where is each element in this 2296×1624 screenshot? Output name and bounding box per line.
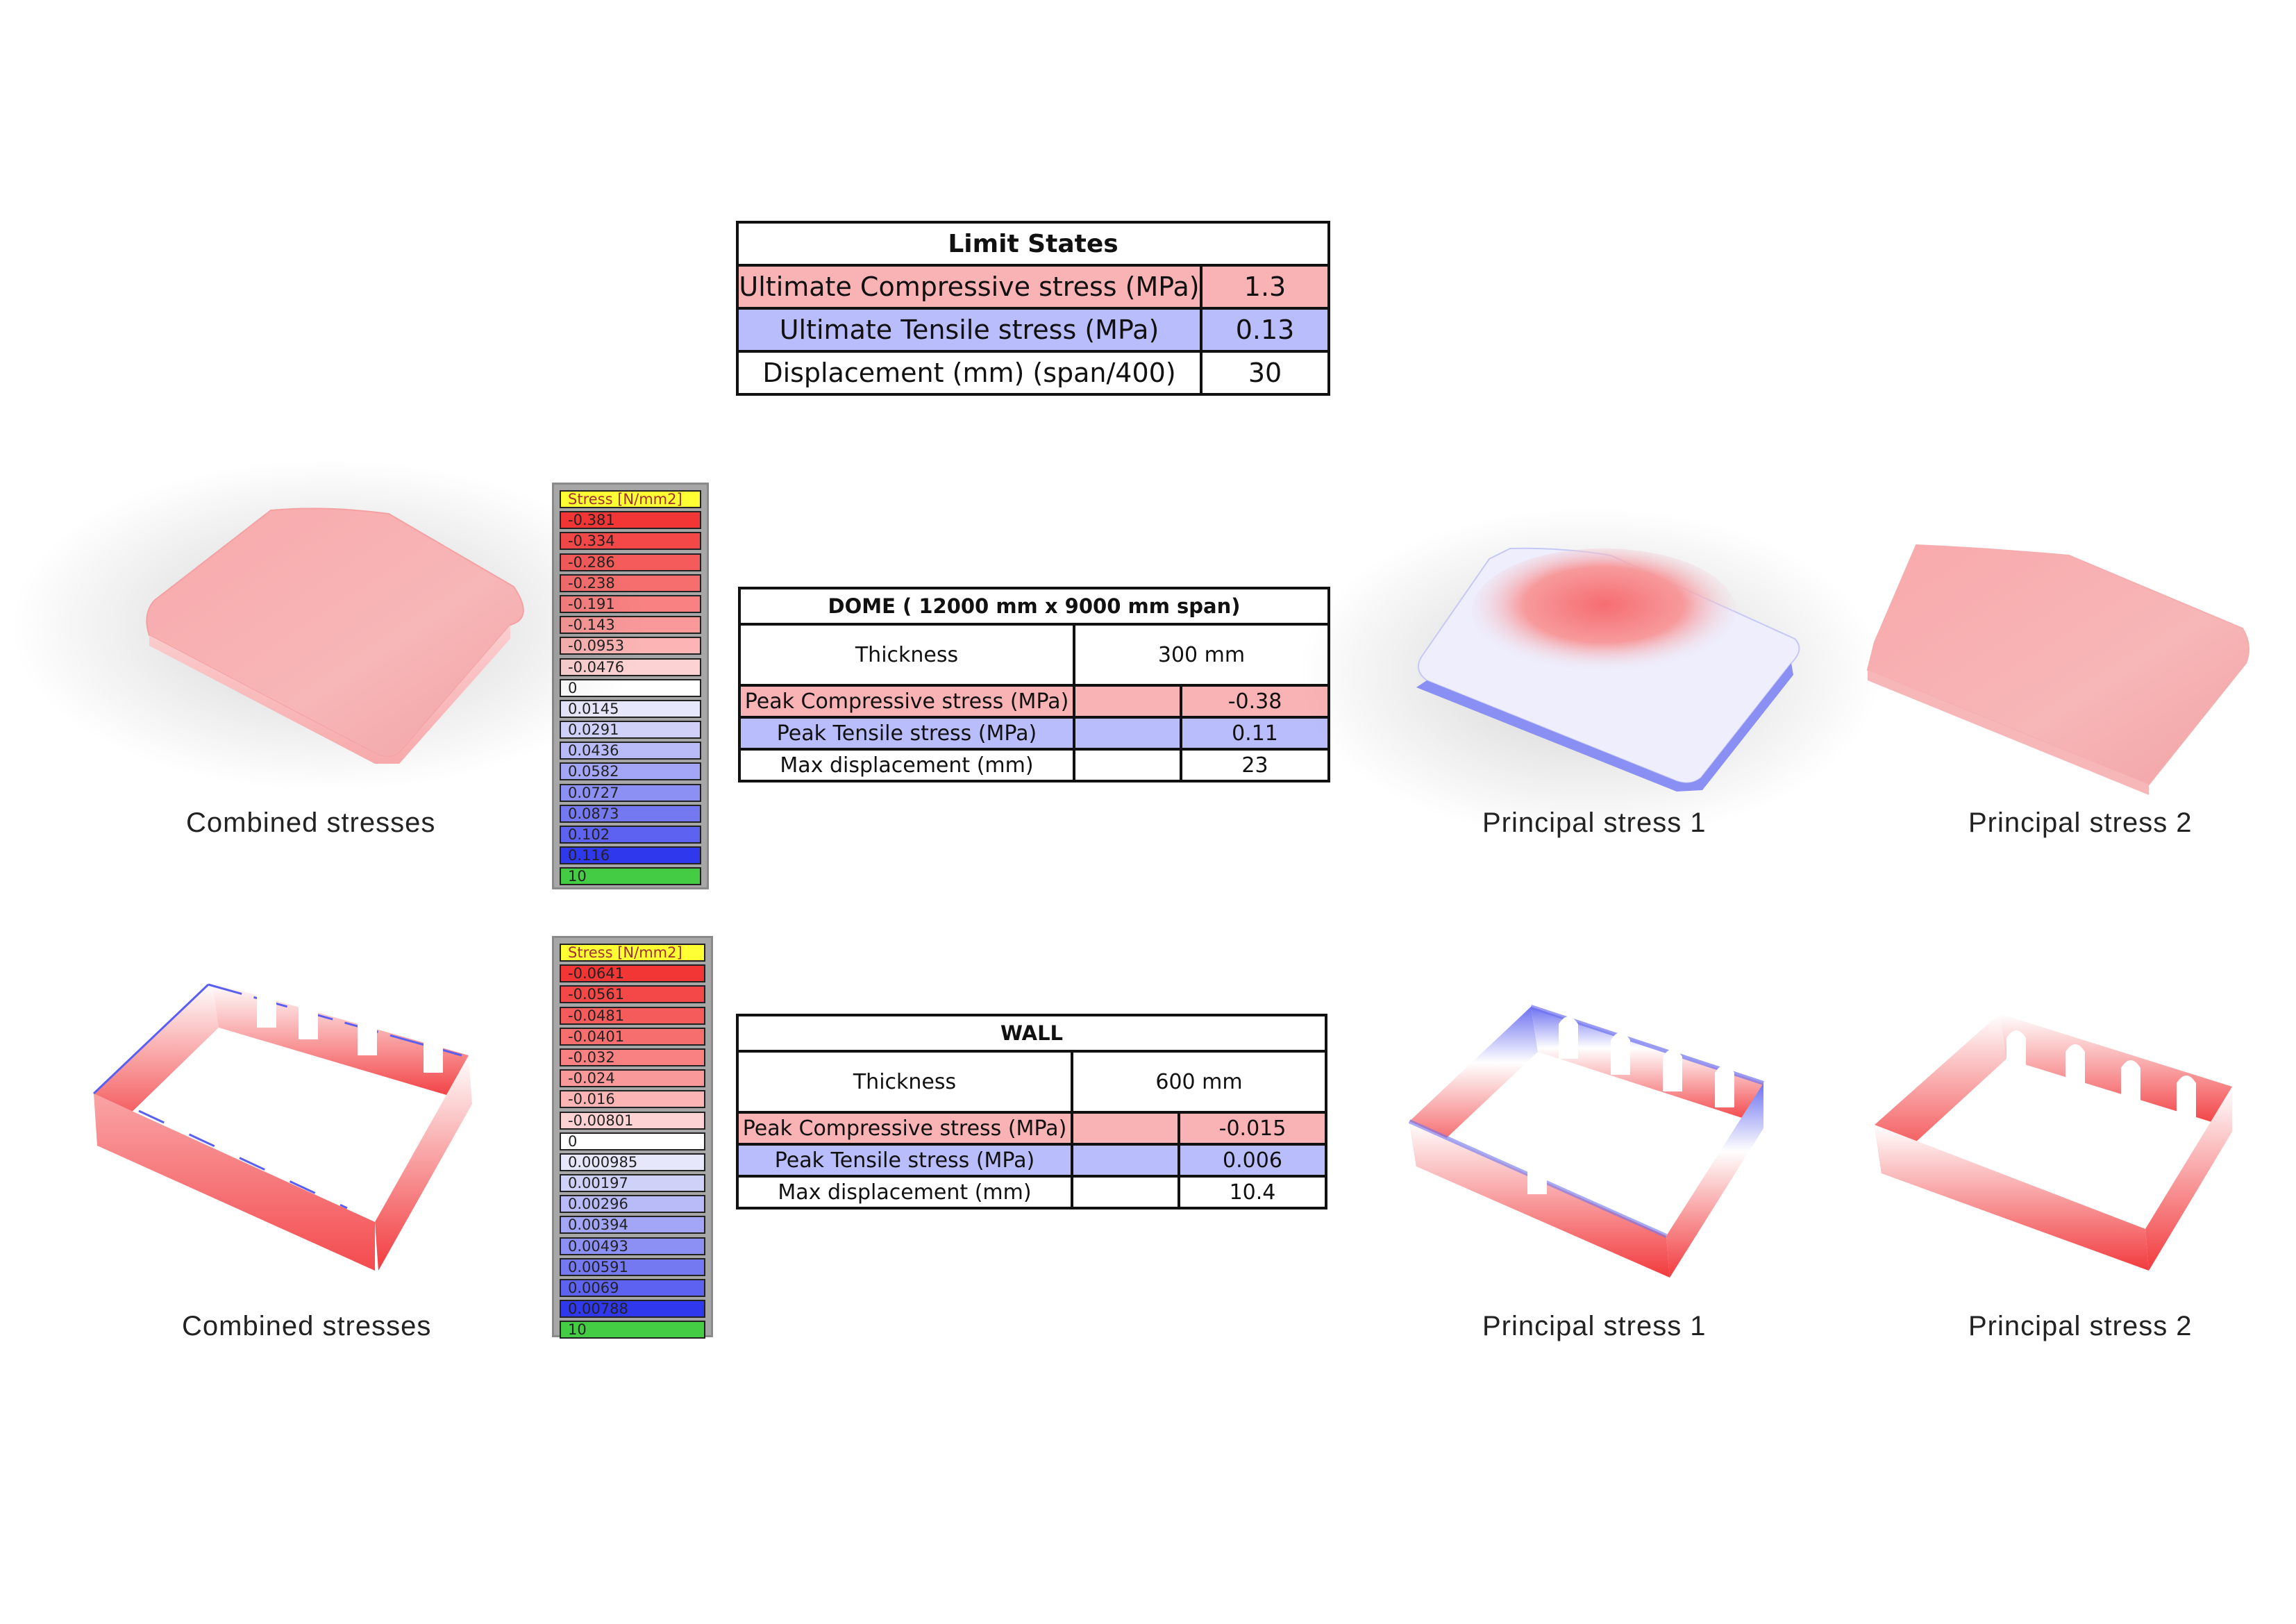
dome-peak-tensile-spacer <box>1073 716 1182 751</box>
dome-results-table: DOME ( 12000 mm x 9000 mm span) Thicknes… <box>738 587 1330 782</box>
wall-legend-cell: 0.00493 <box>560 1237 705 1255</box>
wall-legend-cell: 0.00394 <box>560 1216 705 1234</box>
wall-legend-cell: -0.016 <box>560 1090 705 1109</box>
wall-table-title: WALL <box>736 1014 1327 1053</box>
dome-legend-cell: -0.381 <box>560 511 701 530</box>
wall-peak-tensile-value: 0.006 <box>1178 1143 1327 1178</box>
dome-legend-cell: -0.191 <box>560 594 701 613</box>
dome-principal-1-caption: Principal stress 1 <box>1482 807 1707 838</box>
wall-peak-compressive-value: -0.015 <box>1178 1111 1327 1146</box>
dome-legend-cell: 0.0291 <box>560 721 701 739</box>
dome-principal-1-render <box>1298 507 1882 840</box>
wall-legend-cell: 0.00788 <box>560 1300 705 1319</box>
dome-legend-cell: -0.0953 <box>560 637 701 655</box>
wall-legend-cell: 0.0069 <box>560 1279 705 1297</box>
dome-peak-compressive-spacer <box>1073 684 1182 719</box>
wall-principal-1-caption: Principal stress 1 <box>1482 1311 1707 1341</box>
dome-principal-2-render <box>1866 544 2249 795</box>
dome-legend-cell: 0.0727 <box>560 783 701 802</box>
wall-legend-cell: 0 <box>560 1132 705 1150</box>
limit-states-title: Limit States <box>736 221 1330 267</box>
wall-peak-tensile-label: Peak Tensile stress (MPa) <box>736 1143 1073 1178</box>
ultimate-compressive-value: 1.3 <box>1200 264 1330 310</box>
wall-legend-scale: -0.0641 -0.0561 -0.0481 -0.0401 -0.032 -0.024… <box>560 964 705 1339</box>
dome-thickness-label: Thickness <box>738 623 1075 687</box>
dome-legend-cell: 0.0873 <box>560 804 701 823</box>
wall-legend-cell: -0.032 <box>560 1048 705 1066</box>
wall-legend-cell: 10 <box>560 1321 705 1339</box>
wall-legend-cell: 0.00591 <box>560 1257 705 1276</box>
dome-peak-compressive-value: -0.38 <box>1180 684 1330 719</box>
dome-legend-cell: -0.286 <box>560 553 701 571</box>
ultimate-compressive-label: Ultimate Compressive stress (MPa) <box>736 264 1203 310</box>
dome-legend-cell: -0.334 <box>560 532 701 551</box>
dome-legend-header: Stress [N/mm2] <box>560 490 701 508</box>
wall-peak-compressive-spacer <box>1071 1111 1180 1146</box>
dome-stress-legend: Stress [N/mm2] -0.381 -0.334 -0.286 -0.238-… <box>552 483 709 889</box>
dome-legend-cell: 10 <box>560 867 701 886</box>
wall-thickness-value: 600 mm <box>1071 1050 1327 1114</box>
wall-combined-caption: Combined stresses <box>182 1311 432 1341</box>
ultimate-tensile-label: Ultimate Tensile stress (MPa) <box>736 307 1203 353</box>
wall-legend-cell: -0.0401 <box>560 1027 705 1046</box>
wall-legend-cell: -0.024 <box>560 1069 705 1088</box>
wall-legend-header: Stress [N/mm2] <box>560 944 705 962</box>
wall-combined-render <box>92 982 472 1271</box>
wall-results-table: WALL Thickness 600 mm Peak Compressive s… <box>736 1014 1327 1209</box>
dome-peak-tensile-label: Peak Tensile stress (MPa) <box>738 716 1075 751</box>
dome-legend-cell: 0 <box>560 678 701 697</box>
dome-max-displacement-label: Max displacement (mm) <box>738 748 1075 782</box>
wall-principal-2-caption: Principal stress 2 <box>1968 1311 2193 1341</box>
dome-legend-cell: 0.0145 <box>560 699 701 718</box>
dome-peak-compressive-label: Peak Compressive stress (MPa) <box>738 684 1075 719</box>
wall-stress-legend: Stress [N/mm2] -0.0641 -0.0561 -0.0481 -0.0… <box>552 936 713 1339</box>
wall-max-displacement-spacer <box>1071 1175 1180 1209</box>
wall-legend-cell: -0.00801 <box>560 1111 705 1130</box>
wall-legend-cell: -0.0561 <box>560 985 705 1004</box>
wall-principal-1-render <box>1408 1005 1764 1278</box>
displacement-limit-label: Displacement (mm) (span/400) <box>736 350 1203 396</box>
wall-principal-2-render <box>1875 1014 2232 1271</box>
wall-max-displacement-label: Max displacement (mm) <box>736 1175 1073 1209</box>
dome-legend-cell: 0.102 <box>560 826 701 844</box>
dome-legend-scale: -0.381 -0.334 -0.286 -0.238 -0.191 -0.143 -0.0… <box>560 511 701 886</box>
dome-max-displacement-value: 23 <box>1180 748 1330 782</box>
wall-peak-compressive-label: Peak Compressive stress (MPa) <box>736 1111 1073 1146</box>
dome-principal-2-caption: Principal stress 2 <box>1968 807 2193 838</box>
displacement-limit-value: 30 <box>1200 350 1330 396</box>
dome-legend-cell: 0.116 <box>560 846 701 865</box>
dome-legend-cell: -0.143 <box>560 616 701 635</box>
wall-max-displacement-value: 10.4 <box>1178 1175 1327 1209</box>
dome-legend-cell: 0.0436 <box>560 742 701 760</box>
dome-legend-cell: -0.238 <box>560 574 701 592</box>
dome-peak-tensile-value: 0.11 <box>1180 716 1330 751</box>
wall-peak-tensile-spacer <box>1071 1143 1180 1178</box>
wall-thickness-label: Thickness <box>736 1050 1073 1114</box>
dome-combined-caption: Combined stresses <box>186 807 436 838</box>
dome-legend-cell: -0.0476 <box>560 658 701 676</box>
dome-max-displacement-spacer <box>1073 748 1182 782</box>
limit-states-table: Limit States Ultimate Compressive stress… <box>736 221 1330 396</box>
wall-legend-cell: 0.000985 <box>560 1153 705 1171</box>
dome-thickness-value: 300 mm <box>1073 623 1330 687</box>
wall-legend-cell: -0.0641 <box>560 964 705 983</box>
wall-legend-cell: 0.00296 <box>560 1195 705 1214</box>
wall-legend-cell: -0.0481 <box>560 1006 705 1025</box>
dome-table-title: DOME ( 12000 mm x 9000 mm span) <box>738 587 1330 626</box>
dome-legend-cell: 0.0582 <box>560 762 701 781</box>
ultimate-tensile-value: 0.13 <box>1200 307 1330 353</box>
wall-legend-cell: 0.00197 <box>560 1174 705 1193</box>
